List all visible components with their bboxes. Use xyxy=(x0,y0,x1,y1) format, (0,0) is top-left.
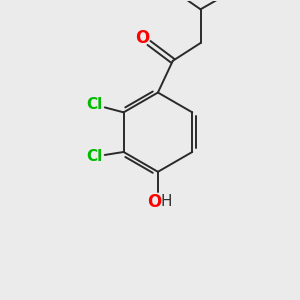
Text: O: O xyxy=(147,193,161,211)
Text: H: H xyxy=(160,194,172,209)
Text: O: O xyxy=(135,29,149,47)
Text: Cl: Cl xyxy=(86,149,102,164)
Text: Cl: Cl xyxy=(86,97,102,112)
